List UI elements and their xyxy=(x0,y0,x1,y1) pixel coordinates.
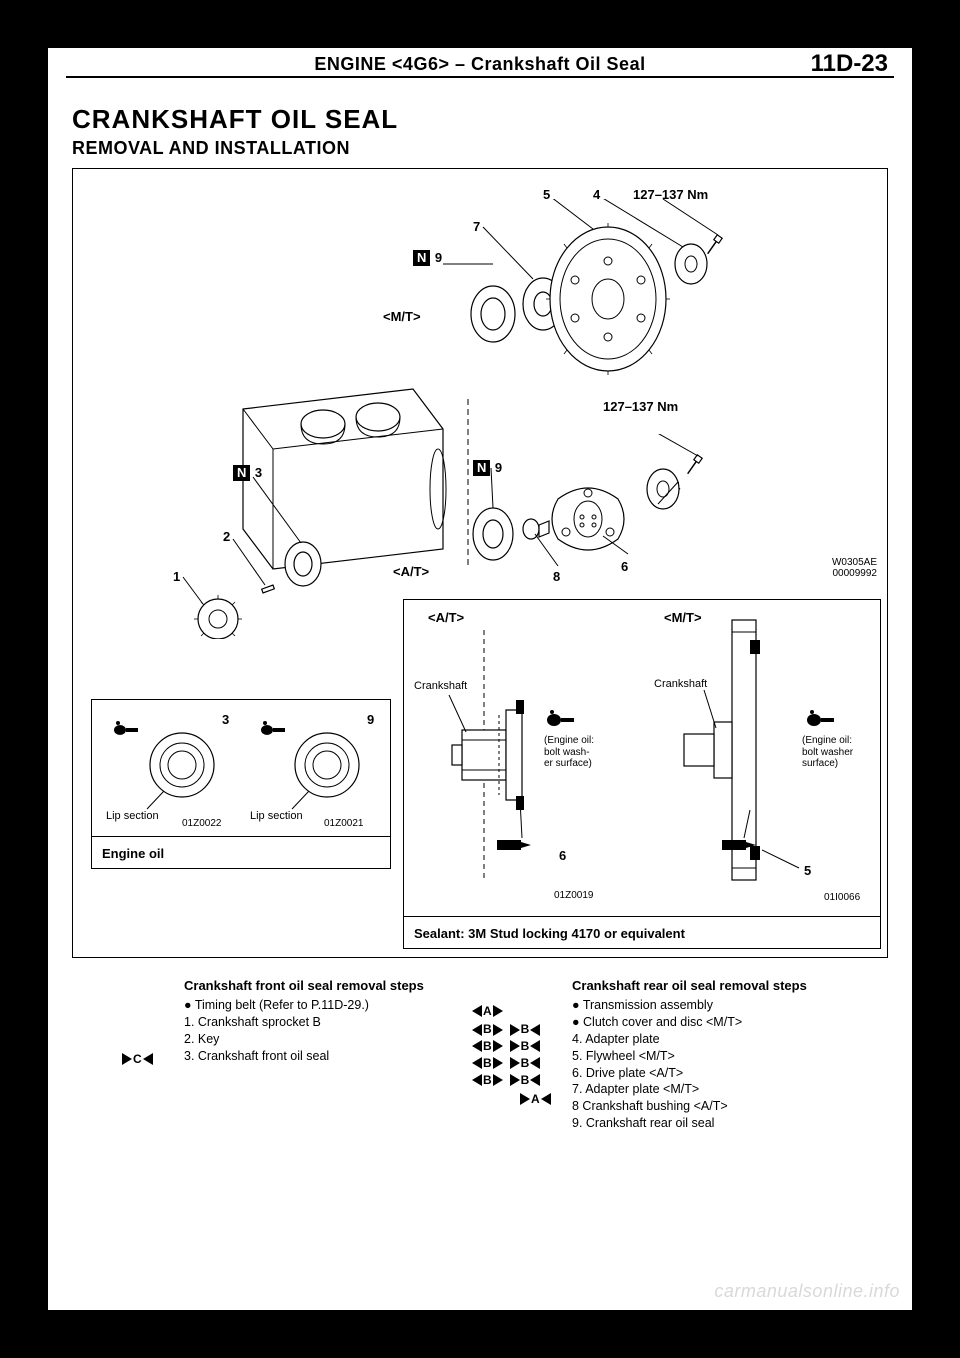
rear-item-6: 8 Crankshaft bushing <A/T> xyxy=(572,1098,892,1115)
rear-item-3: 5. Flywheel <M/T> xyxy=(572,1048,892,1065)
section-heading: CRANKSHAFT OIL SEAL xyxy=(72,104,398,135)
rear-item-0: Transmission assembly xyxy=(572,997,892,1014)
section-subheading: REMOVAL AND INSTALLATION xyxy=(72,138,350,159)
sealant-code-a: 01Z0019 xyxy=(554,890,593,901)
torque-note-b: 127–137 Nm xyxy=(603,399,678,414)
front-parts-svg xyxy=(163,469,363,639)
header-title-left: ENGINE <4G6> xyxy=(314,54,449,74)
exploded-diagram: 127–137 Nm 127–137 Nm 5 4 7 N 9 <M/T> xyxy=(72,168,888,958)
mt-assembly-svg xyxy=(433,199,733,399)
symbol-col-mid: A B B B B B B B B A xyxy=(472,978,567,1107)
sym-B-row4: B B xyxy=(472,1072,567,1089)
sym-B-row3: B B xyxy=(472,1055,567,1072)
front-item-0: Timing belt (Refer to P.11D-29.) xyxy=(184,997,474,1014)
rear-title: Crankshaft rear oil seal removal steps xyxy=(572,978,892,993)
front-item-2: 2. Key xyxy=(184,1031,474,1048)
watermark: carmanualsonline.info xyxy=(714,1281,900,1302)
lube-code-b: 01Z0021 xyxy=(324,818,363,829)
front-title: Crankshaft front oil seal removal steps xyxy=(184,978,474,993)
sealant-footer: Sealant: 3M Stud locking 4170 or equival… xyxy=(404,920,695,947)
svg-text:6: 6 xyxy=(559,848,566,863)
rear-steps: Crankshaft rear oil seal removal steps T… xyxy=(572,978,892,1132)
rear-item-5: 7. Adapter plate <M/T> xyxy=(572,1081,892,1098)
sym-B-row1: B B xyxy=(472,1021,567,1038)
mt-label: <M/T> xyxy=(383,309,421,324)
rear-item-1: Clutch cover and disc <M/T> xyxy=(572,1014,892,1031)
svg-text:5: 5 xyxy=(804,863,811,878)
svg-text:9: 9 xyxy=(367,712,374,727)
sealant-panel: <A/T> <M/T> Crankshaft Crankshaft xyxy=(403,599,881,949)
front-item-1: 1. Crankshaft sprocket B xyxy=(184,1014,474,1031)
header-dash: – xyxy=(455,54,466,74)
at-assembly-svg xyxy=(453,434,733,604)
lip-label-b: Lip section xyxy=(250,810,303,822)
lube-code-a: 01Z0022 xyxy=(182,818,221,829)
lube-divider xyxy=(92,836,390,837)
front-item-3: 3. Crankshaft front oil seal xyxy=(184,1048,474,1065)
lubricant-panel: 3 9 Lip section Lip section 01Z0022 01Z0… xyxy=(91,699,391,869)
at-label: <A/T> xyxy=(393,564,429,579)
sealant-note-at: (Engine oil: bolt wash- er surface) xyxy=(544,735,594,770)
page-number: 11D-23 xyxy=(811,50,888,78)
page-header: ENGINE <4G6> – Crankshaft Oil Seal 11D-2… xyxy=(48,76,912,78)
sym-A-last: A xyxy=(472,1090,567,1107)
figure-code: W0305AE 00009992 xyxy=(832,557,877,579)
header-rule xyxy=(66,76,894,78)
page: ENGINE <4G6> – Crankshaft Oil Seal 11D-2… xyxy=(48,48,912,1310)
lip-label-a: Lip section xyxy=(106,810,159,822)
sym-C: C xyxy=(122,1050,177,1067)
front-steps: Crankshaft front oil seal removal steps … xyxy=(184,978,474,1065)
sealant-code-b: 01I0066 xyxy=(824,892,860,903)
sym-A-row: A xyxy=(472,1002,567,1019)
rear-item-2: 4. Adapter plate xyxy=(572,1031,892,1048)
svg-text:3: 3 xyxy=(222,712,229,727)
header-title: ENGINE <4G6> – Crankshaft Oil Seal xyxy=(48,54,912,75)
symbol-col-left: C xyxy=(122,978,177,1067)
sealant-divider xyxy=(404,916,880,917)
rear-item-4: 6. Drive plate <A/T> xyxy=(572,1065,892,1082)
rear-item-7: 9. Crankshaft rear oil seal xyxy=(572,1115,892,1132)
sym-B-row2: B B xyxy=(472,1038,567,1055)
sealant-note-mt: (Engine oil: bolt washer surface) xyxy=(802,735,853,770)
header-title-right: Crankshaft Oil Seal xyxy=(471,54,646,74)
lube-footer: Engine oil xyxy=(92,840,174,867)
